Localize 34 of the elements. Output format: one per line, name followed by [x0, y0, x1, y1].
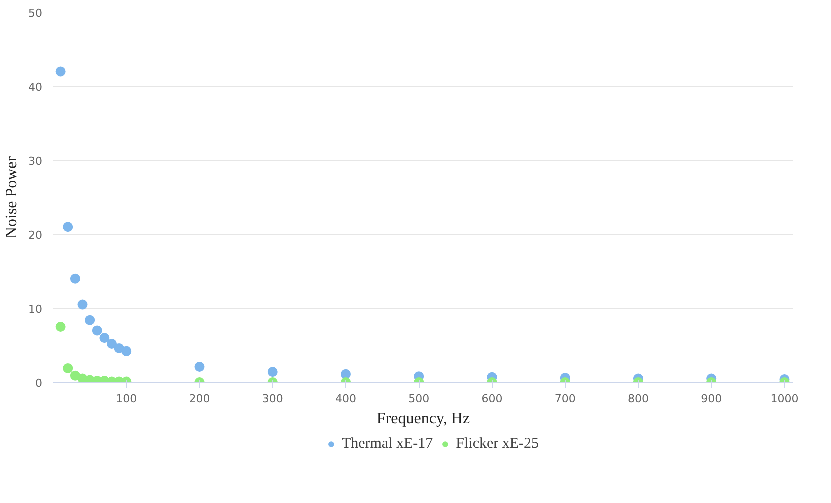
point	[56, 322, 66, 332]
y-tick-label: 50	[28, 7, 43, 20]
y-tick-label: 30	[28, 155, 43, 168]
point	[85, 315, 96, 326]
x-axis-title: Frequency, Hz	[376, 410, 470, 428]
legend-label: Thermal xE-17	[342, 436, 434, 452]
point	[100, 333, 110, 344]
y-tick-label: 20	[28, 229, 43, 242]
x-tick-label: 1000	[770, 392, 799, 406]
y-axis-title: Noise Power	[4, 156, 21, 239]
point	[92, 326, 102, 336]
x-tick-label: 300	[262, 392, 284, 406]
x-tick-label: 900	[701, 392, 722, 406]
y-tick-label: 10	[28, 303, 43, 316]
point	[107, 339, 117, 350]
point	[194, 362, 205, 372]
point	[70, 274, 80, 284]
point	[122, 346, 132, 356]
point	[78, 300, 88, 310]
x-tick-label: 200	[189, 392, 210, 406]
point	[268, 367, 278, 378]
x-tick-label: 500	[408, 392, 430, 406]
point	[63, 363, 74, 374]
point	[56, 66, 66, 77]
x-tick-label: 700	[554, 392, 576, 406]
point	[63, 222, 74, 232]
legend-label: Flicker xE-25	[456, 436, 540, 452]
x-tick-label: 800	[628, 392, 649, 406]
y-tick-label: 0	[36, 377, 42, 390]
y-tick-label: 40	[28, 81, 43, 94]
x-tick-label: 400	[335, 392, 356, 406]
point	[340, 369, 351, 380]
x-tick-label: 100	[116, 392, 138, 406]
x-tick-label: 600	[482, 392, 503, 406]
